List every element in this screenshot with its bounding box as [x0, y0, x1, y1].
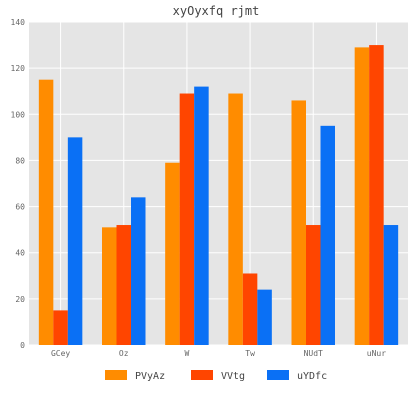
y-tick-label: 140	[11, 18, 26, 27]
y-tick-label: 100	[11, 110, 26, 119]
bar	[116, 225, 131, 345]
x-tick-label: Tw	[245, 349, 255, 358]
y-tick-label: 120	[11, 64, 26, 73]
x-tick-label: W	[185, 349, 190, 358]
legend-swatch	[105, 370, 127, 380]
bar	[257, 289, 272, 345]
legend-swatch	[191, 370, 213, 380]
legend: PVyAz VVtg uYDfc	[105, 370, 327, 382]
bar	[165, 162, 180, 345]
x-tick-label: GCey	[51, 349, 70, 358]
bar	[228, 93, 243, 346]
y-tick-label: 20	[15, 295, 25, 304]
x-tick-label: NUdT	[304, 349, 323, 358]
legend-label: VVtg	[221, 371, 245, 382]
x-axis: GCey Oz W Tw NUdT uNur	[51, 349, 386, 358]
bar	[291, 100, 306, 345]
chart-title: xyOyxfq rjmt	[173, 4, 260, 18]
bar	[131, 197, 146, 345]
bar	[242, 273, 258, 345]
x-tick-label: uNur	[367, 349, 386, 358]
bar	[306, 225, 321, 345]
legend-label: uYDfc	[297, 371, 327, 382]
bar	[354, 47, 370, 345]
y-tick-label: 0	[20, 341, 25, 350]
bar	[53, 310, 68, 345]
legend-swatch	[267, 370, 289, 380]
bar	[383, 225, 399, 345]
y-tick-label: 60	[15, 203, 25, 212]
bar	[102, 227, 117, 345]
y-tick-label: 80	[15, 156, 25, 165]
plot-area	[29, 22, 408, 345]
bar	[320, 125, 335, 345]
bar	[194, 86, 209, 345]
y-tick-label: 40	[15, 249, 25, 258]
bar	[67, 137, 83, 345]
bar	[369, 45, 384, 345]
legend-label: PVyAz	[135, 371, 165, 382]
y-axis: 0 20 40 60 80 100 120 140	[11, 18, 26, 350]
bars	[38, 45, 399, 346]
bar	[179, 93, 195, 346]
bar	[38, 79, 54, 345]
x-tick-label: Oz	[119, 349, 129, 358]
